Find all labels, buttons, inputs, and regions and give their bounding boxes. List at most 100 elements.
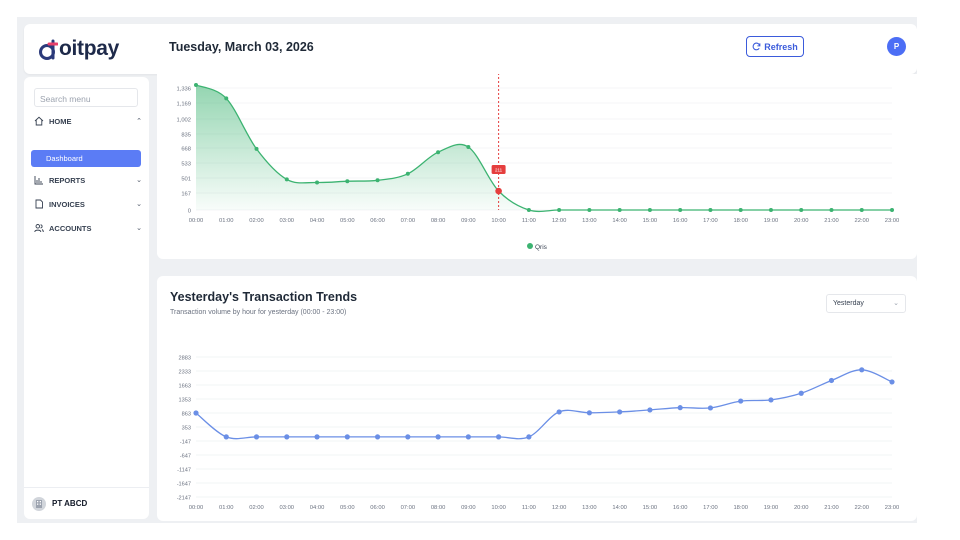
x-tick-label: 06:00 (370, 218, 385, 224)
qris-data-point (647, 208, 652, 212)
qris-data-point (526, 208, 531, 212)
transaction-data-point (677, 405, 683, 411)
x-tick-label: 16:00 (673, 218, 688, 224)
y-tick-label: 167 (181, 192, 191, 198)
document-icon (34, 199, 44, 209)
y-tick-label: -647 (180, 453, 191, 459)
transaction-data-point (526, 434, 532, 440)
qris-data-point (345, 179, 350, 184)
x-tick-label: 11:00 (522, 218, 536, 224)
y-tick-label: 1,336 (176, 87, 191, 93)
qris-data-point (890, 208, 894, 212)
x-tick-label: 12:00 (552, 505, 567, 511)
x-tick-label: 00:00 (189, 218, 204, 224)
sidebar-item-dashboard[interactable]: Dashboard (31, 150, 141, 167)
y-tick-label: -2147 (177, 495, 191, 501)
qris-data-point (678, 208, 683, 212)
search-menu-input[interactable]: Search menu (34, 88, 138, 107)
sidebar-item-label: REPORTS (49, 175, 86, 185)
sidebar-item-invoices[interactable]: INVOICES ⌄ (34, 196, 142, 212)
x-tick-label: 17:00 (703, 505, 718, 511)
qris-data-point (315, 180, 320, 185)
x-tick-label: 05:00 (340, 218, 355, 224)
x-tick-label: 11:00 (522, 505, 536, 511)
sidebar-item-home[interactable]: HOME ⌃ (34, 113, 142, 129)
chevron-down-icon: ⌄ (136, 201, 142, 208)
doitpay-logo[interactable]: oitpay (38, 36, 119, 62)
x-tick-label: 10:00 (491, 218, 506, 224)
y-tick-label: 835 (181, 133, 191, 139)
x-tick-label: 22:00 (854, 505, 869, 511)
y-tick-label: 353 (182, 425, 191, 431)
card-subtitle: Transaction volume by hour for yesterday… (170, 309, 347, 316)
x-tick-label: 21:00 (824, 218, 839, 224)
transaction-data-point (344, 434, 350, 440)
x-tick-label: 05:00 (340, 505, 355, 511)
transaction-data-point (465, 434, 471, 440)
value-tooltip-label: 211 (495, 168, 503, 173)
qris-series-line (195, 84, 892, 213)
legend-label: Qris (535, 244, 548, 251)
y-tick-label: 1,002 (176, 118, 191, 124)
qris-data-point (224, 96, 229, 101)
x-tick-label: 15:00 (643, 218, 658, 224)
transaction-data-point (586, 410, 592, 416)
qris-data-point (829, 208, 834, 212)
qris-data-point (375, 178, 380, 183)
x-tick-label: 01:00 (219, 505, 234, 511)
refresh-label: Refresh (764, 41, 798, 52)
y-tick-label: 0 (188, 209, 191, 215)
x-tick-label: 23:00 (885, 218, 900, 224)
qris-data-point (194, 82, 198, 87)
sidebar: Search menu HOME ⌃ Dashboard REPORTS ⌄ I… (24, 77, 149, 519)
x-tick-label: 04:00 (310, 218, 325, 224)
x-tick-label: 08:00 (431, 218, 446, 224)
company-switcher[interactable]: PT ABCD (24, 487, 149, 519)
transaction-data-point (193, 410, 199, 416)
qris-data-point (799, 208, 804, 212)
building-icon (32, 496, 46, 511)
y-tick-label: 2883 (179, 355, 191, 361)
transaction-series-line (195, 369, 893, 440)
card-title: Yesterday's Transaction Trends (170, 290, 358, 304)
user-avatar[interactable]: P (887, 37, 906, 56)
transaction-data-point (889, 379, 895, 385)
qris-data-point (587, 208, 592, 212)
company-name: PT ABCD (52, 499, 88, 508)
bar-chart-icon (34, 175, 44, 185)
app-window: oitpay Tuesday, March 03, 2026 Refresh P… (17, 17, 917, 523)
y-tick-label: 1,169 (176, 102, 191, 108)
qris-data-point (768, 208, 773, 212)
transaction-data-point (496, 434, 502, 440)
y-tick-label: 2333 (179, 369, 191, 375)
y-tick-label: 1663 (179, 383, 191, 389)
chevron-down-icon: ⌄ (893, 300, 899, 307)
transaction-data-point (314, 434, 320, 440)
x-tick-label: 16:00 (673, 505, 688, 511)
qris-data-point (405, 171, 410, 176)
y-tick-label: -1147 (177, 467, 191, 473)
x-tick-label: 18:00 (733, 505, 748, 511)
x-tick-label: 04:00 (310, 505, 325, 511)
refresh-button[interactable]: Refresh (746, 36, 804, 57)
qris-data-point (708, 208, 713, 212)
chevron-down-icon: ⌄ (136, 225, 142, 232)
x-tick-label: 10:00 (491, 505, 506, 511)
x-tick-label: 22:00 (854, 218, 869, 224)
transaction-data-point (617, 409, 623, 415)
x-tick-label: 02:00 (249, 218, 264, 224)
x-tick-label: 14:00 (612, 218, 627, 224)
x-tick-label: 00:00 (189, 505, 204, 511)
y-tick-label: 668 (181, 147, 191, 153)
sidebar-item-accounts[interactable]: ACCOUNTS ⌄ (34, 220, 142, 236)
x-tick-label: 23:00 (885, 505, 900, 511)
x-tick-label: 14:00 (612, 505, 627, 511)
transaction-trends-card: Yesterday's Transaction Trends Transacti… (157, 276, 917, 521)
x-tick-label: 09:00 (461, 218, 476, 224)
period-select[interactable]: Yesterday ⌄ (826, 294, 906, 313)
qris-data-point (617, 208, 622, 212)
x-tick-label: 06:00 (370, 505, 385, 511)
qris-area-chart: 0 167 501 533 668 835 1,002 1,169 1,336 211 00:00 0… (176, 69, 900, 251)
transaction-data-point (859, 367, 865, 373)
sidebar-item-reports[interactable]: REPORTS ⌄ (34, 172, 142, 188)
